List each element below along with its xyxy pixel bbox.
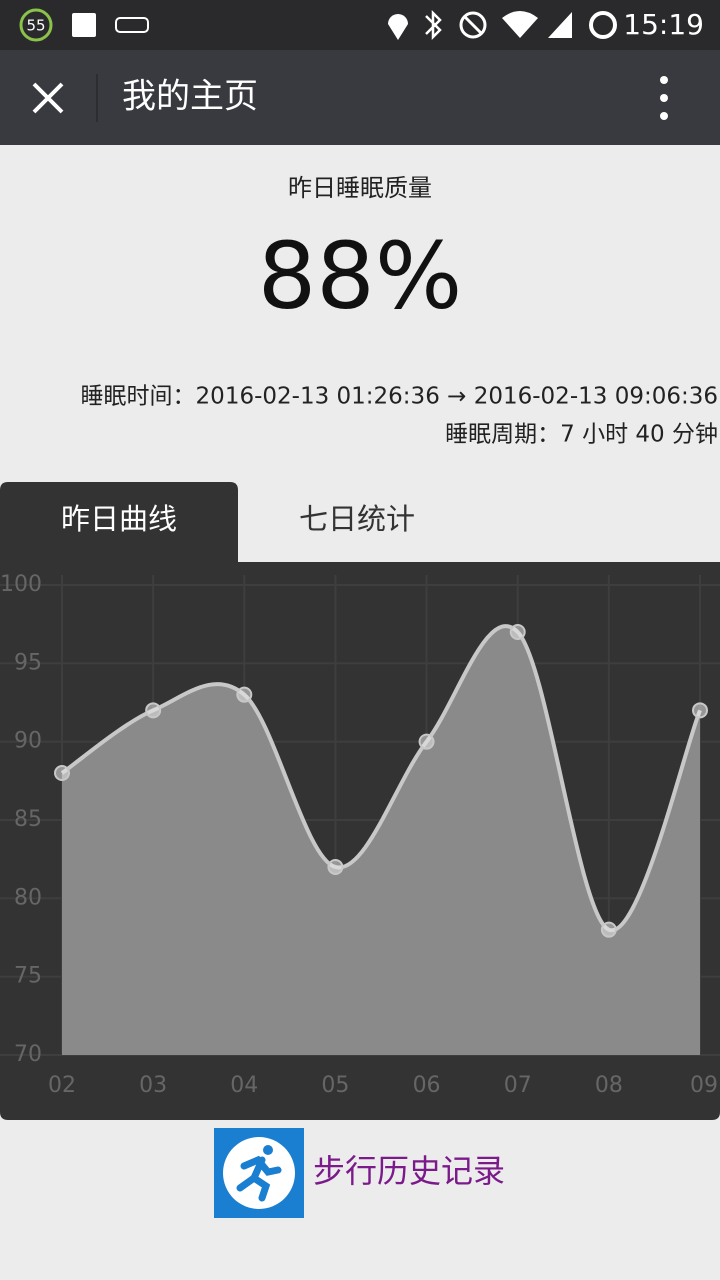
x-tick-label: 06 — [413, 1073, 441, 1098]
sync-icon — [589, 11, 617, 39]
point — [509, 624, 526, 640]
walk-history-link[interactable]: 步行历史记录 — [313, 1152, 505, 1190]
point — [145, 702, 162, 719]
location-icon — [388, 14, 408, 40]
y-tick-label: 100 — [0, 572, 42, 597]
point — [600, 921, 617, 938]
y-tick-label: 95 — [14, 650, 42, 675]
close-button[interactable] — [32, 82, 64, 114]
x-tick-label: 02 — [48, 1073, 76, 1098]
point — [692, 702, 708, 719]
x-tick-label: 08 — [595, 1073, 623, 1098]
y-tick-label: 70 — [14, 1042, 42, 1067]
area — [62, 626, 700, 1055]
point — [327, 859, 344, 875]
y-tick-label: 75 — [14, 964, 42, 989]
quality-label: 昨日睡眠质量 — [288, 174, 432, 202]
bluetooth-icon — [425, 9, 442, 41]
x-tick-label: 04 — [230, 1073, 258, 1098]
gallery-icon — [72, 13, 96, 37]
x-tick-label: 05 — [321, 1073, 349, 1098]
battery-ring — [19, 8, 53, 42]
y-tick-label: 90 — [14, 729, 42, 754]
clock: 15:19 — [623, 8, 704, 41]
quality-value: 88% — [258, 222, 462, 329]
y-tick-label: 85 — [14, 807, 42, 832]
app-bar — [0, 50, 720, 145]
x-tick-label: 09 — [690, 1073, 718, 1098]
point — [418, 733, 435, 750]
point — [54, 765, 70, 781]
sleep-time: 睡眠时间：2016-02-13 01:26:36 → 2016-02-13 09… — [81, 384, 718, 410]
chart: 70 75 80 85 90 95 100 02 03 04 05 06 07 08 09 — [0, 572, 720, 1098]
signal-icon — [548, 12, 572, 38]
tab[interactable]: 昨日曲线 — [61, 502, 177, 536]
wifi-icon — [502, 11, 538, 38]
x-tick-label: 03 — [139, 1073, 167, 1098]
status-bar — [0, 0, 720, 50]
y-tick-label: 80 — [14, 885, 42, 910]
point — [236, 686, 253, 703]
tab[interactable]: 七日统计 — [299, 502, 415, 536]
sleep-cycle: 睡眠周期：7 小时 40 分钟 — [445, 422, 718, 448]
dnd-slash — [463, 15, 483, 35]
app-title: 我的主页 — [122, 77, 258, 117]
dnd-icon — [459, 11, 487, 39]
x-tick-label: 07 — [504, 1073, 532, 1098]
battery-level: 55 — [26, 17, 45, 35]
tab-active-bg — [0, 482, 238, 562]
menu-button[interactable] — [660, 76, 668, 120]
walk-icon-runner — [236, 1145, 282, 1202]
app-icon — [115, 17, 149, 33]
